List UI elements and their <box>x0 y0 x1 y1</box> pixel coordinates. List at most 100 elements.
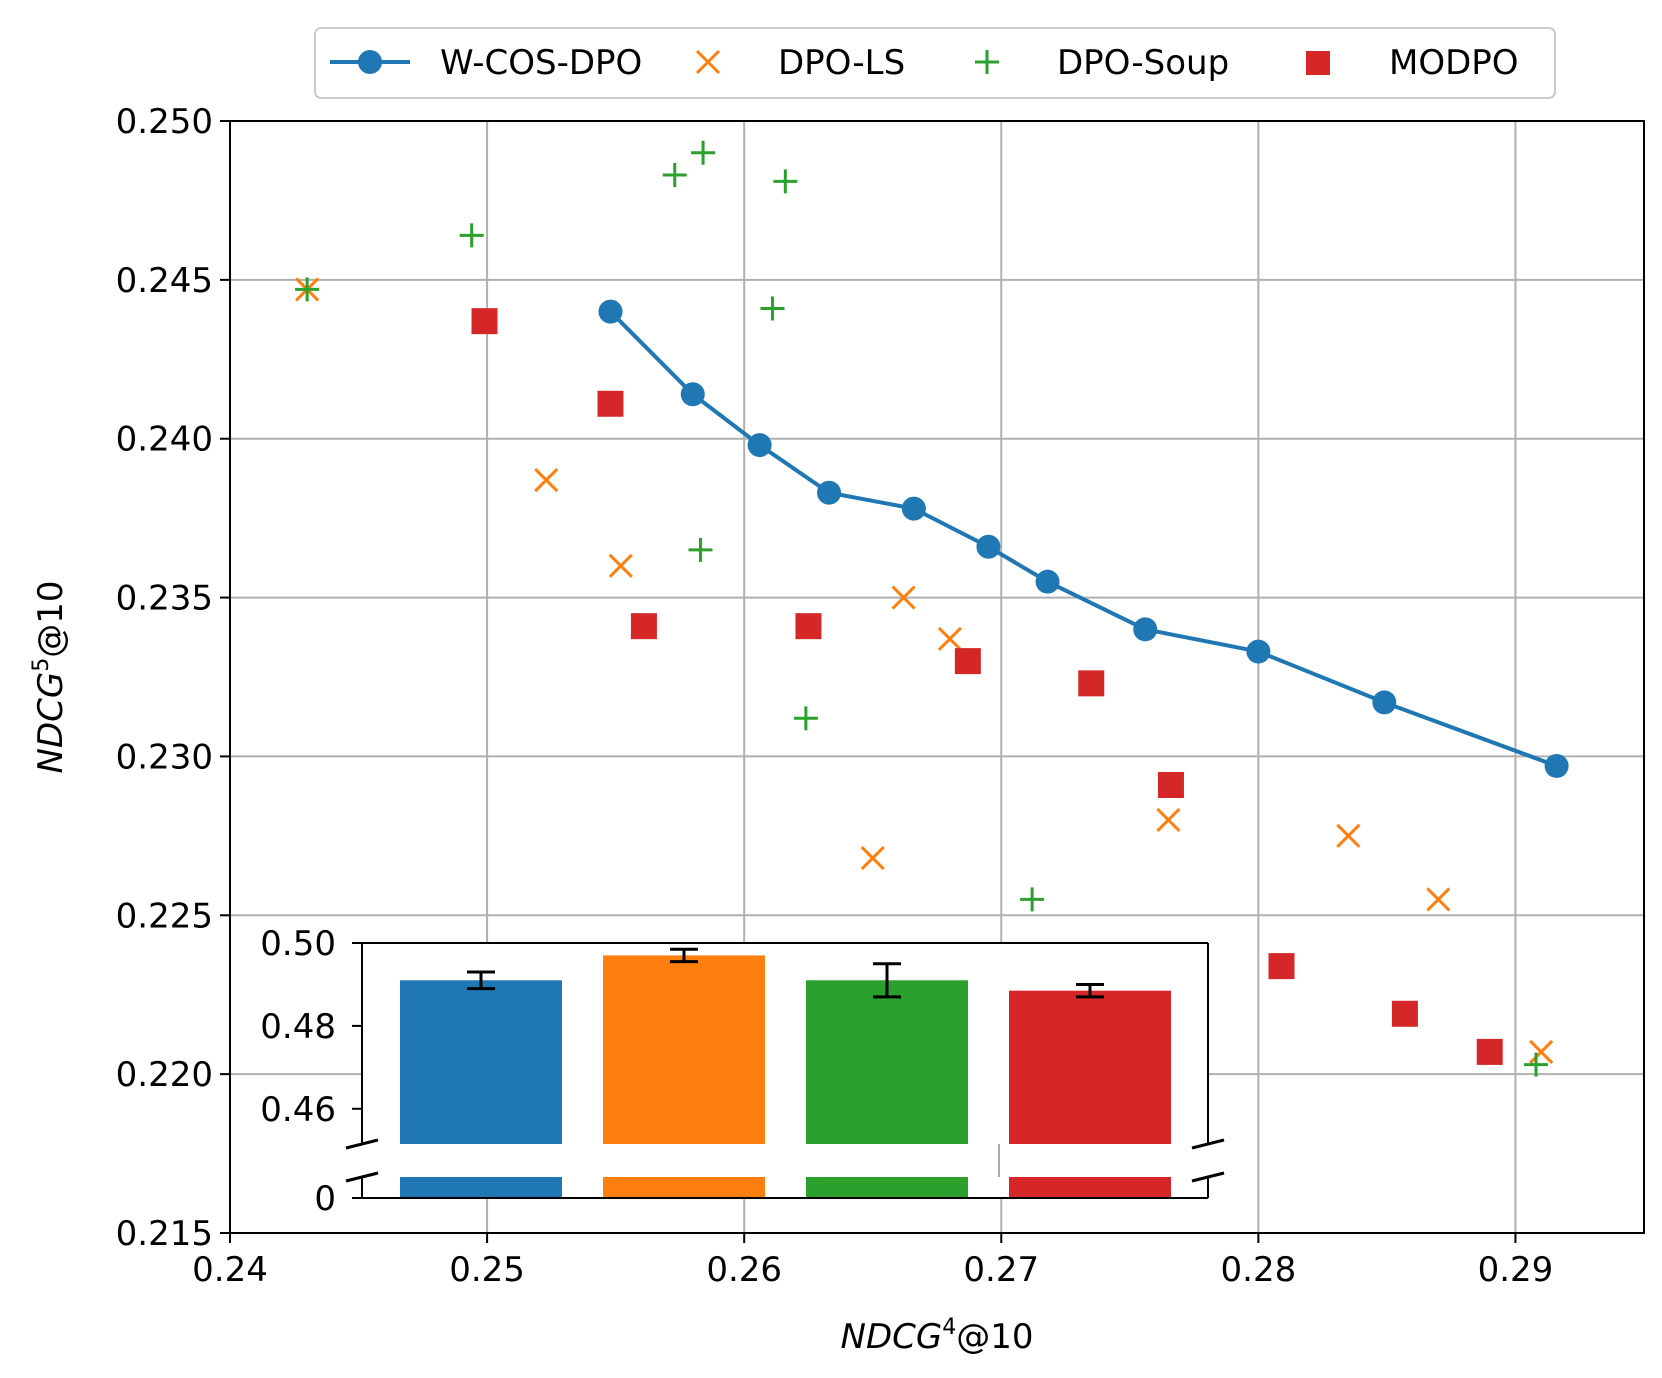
legend-entry-dpo-ls: DPO-LS <box>695 43 905 83</box>
data-point <box>295 277 320 302</box>
data-point <box>1157 772 1184 799</box>
data-point <box>688 537 713 562</box>
y-tick-label: 0.245 <box>116 261 213 301</box>
x-tick-label: 0.24 <box>192 1250 268 1290</box>
data-point <box>747 433 772 458</box>
legend-marker-modpo <box>1306 51 1330 75</box>
legend-marker-dpo-soup <box>975 50 999 74</box>
y-tick-label: 0.235 <box>116 579 213 619</box>
main-series <box>295 140 1569 1077</box>
y-tick-label: 0.240 <box>116 420 213 460</box>
inset-error-bar <box>467 970 495 991</box>
inset-bar-upper <box>806 980 968 1144</box>
data-point <box>817 480 842 505</box>
x-tick-label: 0.25 <box>449 1250 525 1290</box>
data-point <box>1268 953 1295 980</box>
data-point <box>608 553 633 578</box>
legend-label-modpo: MODPO <box>1389 43 1519 83</box>
x-tick-label: 0.26 <box>706 1250 782 1290</box>
data-point <box>598 299 623 324</box>
data-point <box>793 706 818 731</box>
data-point <box>901 496 926 521</box>
data-point <box>976 534 1001 559</box>
data-point <box>1426 887 1451 912</box>
inset-bar-upper <box>603 955 765 1144</box>
inset-error-bar <box>873 962 901 999</box>
inset-y-tick-label: 0 <box>314 1179 336 1219</box>
legend: W-COS-DPO DPO-LS DPO-Soup MODPO <box>314 27 1556 99</box>
inset-y-tick-label: 0.46 <box>260 1090 336 1130</box>
inset-bar-upper <box>400 980 562 1144</box>
y-tick-label: 0.225 <box>116 896 213 936</box>
data-point <box>597 390 624 417</box>
data-point <box>937 626 962 651</box>
inset-bar-lower <box>400 1177 562 1198</box>
inset-bar-upper <box>1009 990 1171 1144</box>
data-point <box>1078 670 1105 697</box>
y-tick-label: 0.230 <box>116 737 213 777</box>
y-tick-label: 0.250 <box>116 102 213 142</box>
data-point <box>691 140 716 165</box>
data-point <box>954 648 981 675</box>
data-point <box>1020 887 1045 912</box>
x-axis-label: NDCG4@10 <box>841 1315 1034 1357</box>
data-point <box>1336 823 1361 848</box>
inset-y-tick-label: 0.48 <box>260 1007 336 1047</box>
inset-frame <box>361 942 1209 1199</box>
data-point <box>1529 1039 1554 1064</box>
data-point <box>1246 639 1271 664</box>
x-tick-label: 0.28 <box>1221 1250 1297 1290</box>
data-point <box>1524 1052 1549 1077</box>
inset-error-bar <box>670 947 698 964</box>
data-point <box>795 613 822 640</box>
legend-marker-w-cos-dpo <box>358 50 382 74</box>
inset-bars <box>400 947 1171 1198</box>
inset-bar-lower <box>603 1177 765 1198</box>
data-point <box>1476 1038 1503 1065</box>
series-w-cos-dpo <box>598 299 1569 778</box>
legend-entry-modpo: MODPO <box>1306 43 1519 83</box>
data-point <box>760 296 785 321</box>
x-tick-label: 0.27 <box>963 1250 1039 1290</box>
legend-label-w-cos-dpo: W-COS-DPO <box>440 43 642 83</box>
inset-ticks: 0.46 0.48 0.50 0 <box>260 924 362 1219</box>
data-point <box>662 163 687 188</box>
data-point <box>1133 617 1158 642</box>
legend-entry-w-cos-dpo: W-COS-DPO <box>330 43 642 83</box>
legend-label-dpo-ls: DPO-LS <box>778 43 905 83</box>
inset-bar-lower <box>1009 1177 1171 1198</box>
inset-error-bar <box>1076 982 1104 999</box>
series-dpo-soup <box>295 140 1549 1077</box>
series-dpo-ls <box>295 277 1554 1064</box>
data-point <box>534 467 559 493</box>
data-point <box>1391 1000 1418 1027</box>
data-point <box>1156 807 1181 833</box>
series-line <box>609 310 1558 768</box>
legend-label-dpo-soup: DPO-Soup <box>1057 43 1229 83</box>
axis-break-marks <box>345 1138 1225 1183</box>
data-point <box>1372 690 1397 715</box>
data-point <box>630 613 657 640</box>
data-point <box>860 846 885 871</box>
inset-bar-chart: 0.46 0.48 0.50 0 <box>260 924 1225 1219</box>
legend-entry-dpo-soup: DPO-Soup <box>975 43 1229 83</box>
y-axis-label: NDCG5@10 <box>29 581 71 774</box>
main-plot-frame <box>229 120 1645 1234</box>
y-tick-label: 0.215 <box>116 1214 213 1254</box>
data-point <box>680 382 705 407</box>
data-point <box>1544 753 1569 778</box>
inset-y-tick-label: 0.50 <box>260 924 336 964</box>
data-point <box>891 585 916 610</box>
y-tick-label: 0.220 <box>116 1055 213 1095</box>
x-tick-label: 0.29 <box>1478 1250 1554 1290</box>
data-point <box>773 169 798 194</box>
data-point <box>471 308 498 335</box>
series-modpo <box>471 308 1503 1065</box>
data-point <box>459 223 484 248</box>
data-point <box>1035 569 1060 594</box>
inset-bar-lower <box>806 1177 968 1198</box>
legend-frame <box>314 27 1556 99</box>
legend-marker-dpo-ls <box>695 49 721 75</box>
main-ticks: 0.24 0.25 0.26 0.27 0.28 0.29 0.215 0.220 0.225 0… <box>116 102 1554 1290</box>
